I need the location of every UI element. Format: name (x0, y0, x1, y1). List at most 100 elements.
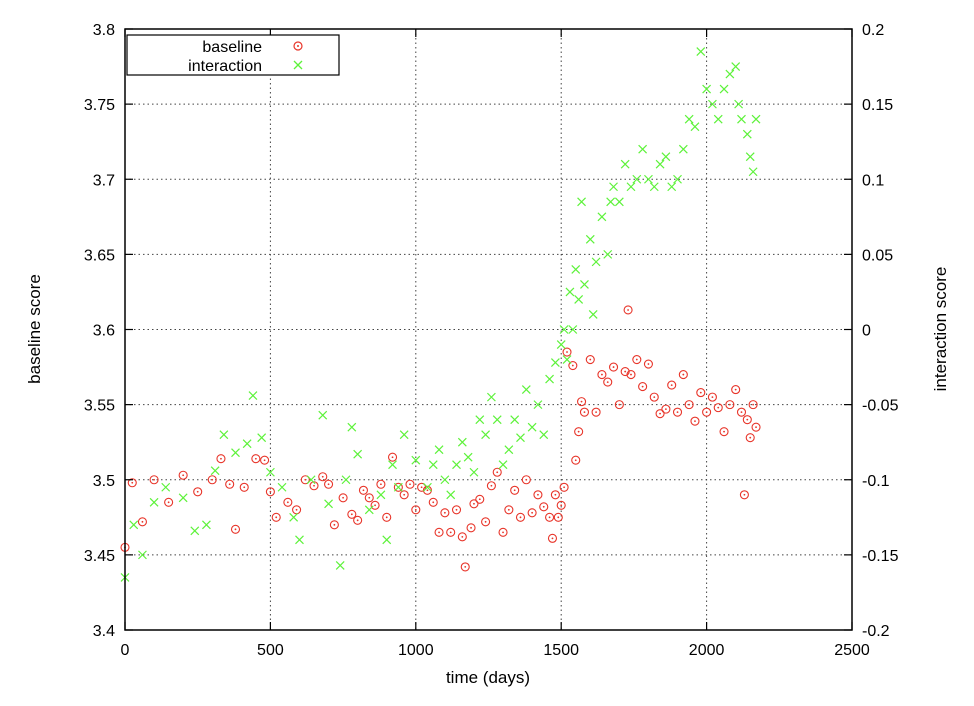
baseline-point (260, 455, 270, 465)
interaction-point (201, 520, 211, 530)
baseline-point (475, 494, 485, 504)
baseline-point-dot (350, 513, 353, 516)
baseline-point (225, 479, 235, 489)
baseline-point-dot (473, 502, 475, 505)
interaction-point (737, 114, 746, 124)
y-tick-label: 3.5 (93, 473, 115, 490)
interaction-point (190, 526, 200, 536)
y-tick-label: 3.7 (93, 172, 115, 189)
interaction-point (428, 460, 438, 470)
interaction-point (492, 415, 502, 425)
interaction-point (673, 174, 682, 184)
baseline-point-dot (321, 475, 324, 478)
y-tick-label: 3.75 (84, 97, 115, 114)
baseline-point (498, 527, 508, 537)
baseline-point-dot (746, 418, 749, 421)
interaction-point (486, 392, 496, 402)
interaction-point (556, 340, 566, 349)
baseline-point (265, 487, 275, 497)
baseline-point-dot (601, 373, 603, 376)
legend: baseline interaction (126, 34, 340, 76)
baseline-point-dot (464, 565, 467, 568)
x-axis-title: time (days) (446, 668, 530, 687)
baseline-point-dot (449, 531, 452, 534)
baseline-point (527, 508, 537, 518)
interaction-point (219, 430, 229, 440)
baseline-point (353, 515, 363, 525)
y2-tick-label: 0.2 (862, 22, 884, 39)
baseline-point (417, 482, 427, 492)
baseline-point (626, 370, 636, 380)
y-tick-label: 3.6 (93, 323, 115, 340)
interaction-point (684, 114, 694, 124)
baseline-point (338, 493, 348, 503)
baseline-point (748, 400, 758, 410)
baseline-point (553, 512, 563, 522)
baseline-point (460, 562, 470, 572)
baseline-point (545, 512, 555, 522)
baseline-point-dot (507, 508, 510, 511)
baseline-point (649, 392, 659, 402)
baseline-point (370, 500, 380, 510)
interaction-point (649, 182, 659, 192)
y2-axis-title: interaction score (931, 267, 950, 392)
interaction-point (745, 152, 755, 162)
baseline-point (597, 370, 607, 380)
baseline-point (457, 532, 467, 542)
baseline-point (329, 520, 339, 530)
baseline-point-dot (490, 484, 493, 487)
interaction-point (248, 391, 258, 401)
legend-marker-baseline-dot (297, 45, 299, 47)
baseline-point-dot (574, 459, 577, 462)
baseline-point (486, 481, 496, 491)
interaction-point (393, 482, 403, 492)
x-tick-label: 1500 (543, 642, 579, 659)
baseline-point-dot (220, 457, 222, 460)
baseline-point (428, 497, 438, 507)
y2-tick-label: -0.15 (862, 548, 899, 565)
baseline-point-dot (269, 490, 272, 493)
baseline-point (521, 475, 531, 485)
baseline-point (559, 482, 569, 492)
baseline-point (207, 475, 217, 485)
baseline-point (620, 367, 630, 377)
baseline-point-dot (531, 511, 534, 514)
baseline-point-dot (755, 426, 757, 429)
baseline-point-dot (484, 520, 487, 523)
baseline-point-dot (461, 535, 464, 538)
interaction-point (399, 430, 409, 440)
interaction-point (614, 197, 624, 207)
baseline-point (751, 422, 761, 432)
interaction-point (289, 512, 299, 522)
baseline-point (358, 485, 369, 495)
baseline-point (149, 475, 159, 485)
interaction-point (347, 422, 357, 432)
interaction-point (751, 114, 761, 124)
baseline-point (422, 485, 432, 495)
baseline-point-dot (606, 381, 609, 383)
interaction-point (469, 467, 479, 477)
interaction-point (446, 490, 456, 500)
baseline-point (608, 362, 619, 372)
baseline-point (638, 382, 648, 392)
interaction-point (606, 197, 616, 207)
baseline-point-dot (723, 430, 725, 433)
baseline-point (678, 370, 688, 380)
interaction-point (411, 455, 421, 465)
baseline-point-dot (670, 384, 673, 386)
baseline-point (577, 397, 587, 407)
baseline-point (434, 527, 444, 537)
baseline-point-dot (374, 504, 376, 507)
baseline-point (547, 533, 558, 543)
baseline-point (504, 505, 514, 515)
baseline-point-dot (749, 436, 752, 439)
baseline-point-dot (618, 403, 621, 406)
legend-box (126, 34, 340, 76)
baseline-point (239, 482, 249, 492)
baseline-point-dot (682, 373, 685, 376)
interaction-point (707, 99, 717, 109)
y2-tick-label: -0.1 (862, 473, 890, 490)
interaction-point (585, 234, 595, 244)
interaction-point (178, 493, 188, 503)
interaction-point (725, 69, 735, 79)
